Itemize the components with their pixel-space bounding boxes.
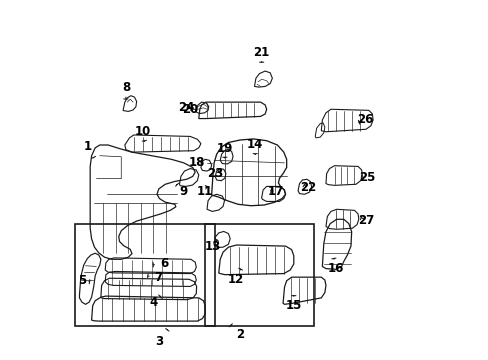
Text: 20: 20: [182, 103, 198, 116]
Text: 17: 17: [267, 185, 284, 198]
Text: 12: 12: [227, 268, 243, 286]
Text: 26: 26: [356, 113, 373, 126]
Text: 11: 11: [196, 185, 212, 198]
Text: 18: 18: [189, 156, 205, 169]
Text: 10: 10: [134, 125, 150, 141]
Text: 14: 14: [246, 139, 263, 154]
Text: 1: 1: [84, 140, 95, 158]
Text: 16: 16: [327, 258, 343, 275]
Text: 21: 21: [253, 46, 269, 62]
Text: 6: 6: [153, 257, 168, 270]
Bar: [205, 224, 313, 326]
Text: 4: 4: [149, 295, 161, 309]
Text: 2: 2: [229, 324, 244, 341]
Text: 19: 19: [216, 142, 233, 158]
Text: 13: 13: [204, 239, 220, 253]
Text: 3: 3: [154, 329, 169, 348]
Text: 15: 15: [285, 296, 302, 312]
Text: 27: 27: [358, 213, 374, 226]
Text: 24: 24: [178, 102, 194, 114]
Text: 9: 9: [175, 183, 187, 198]
Text: 8: 8: [122, 81, 130, 99]
Text: 7: 7: [147, 271, 163, 284]
Text: 25: 25: [359, 171, 375, 184]
Text: 22: 22: [299, 181, 316, 194]
Text: 5: 5: [78, 274, 90, 287]
Text: 23: 23: [206, 167, 223, 180]
Bar: [75, 224, 215, 326]
